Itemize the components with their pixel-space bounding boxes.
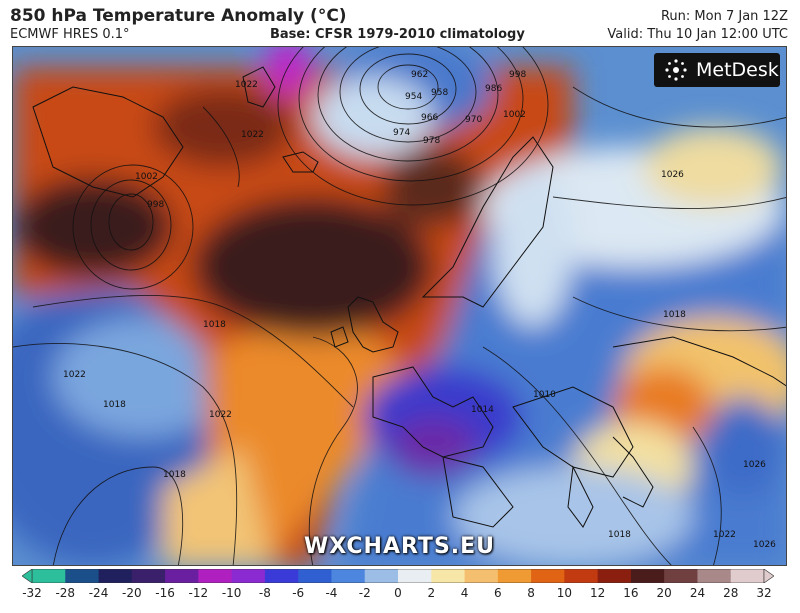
colorbar-segment bbox=[664, 569, 698, 583]
isobar-label: 1018 bbox=[203, 320, 226, 330]
isobars bbox=[13, 47, 786, 565]
colorbar-tick-label: 0 bbox=[394, 586, 402, 600]
colorbar-tick-label: -8 bbox=[258, 586, 271, 600]
colorbar-segment bbox=[497, 569, 532, 583]
valid-time-label: Valid: Thu 10 Jan 12:00 UTC bbox=[607, 27, 788, 42]
isobar-label: 954 bbox=[405, 92, 422, 102]
colorbar-segment bbox=[198, 569, 233, 583]
isobar-label: 998 bbox=[147, 200, 164, 210]
isobar-label: 1014 bbox=[471, 405, 494, 415]
colorbar-segment bbox=[531, 569, 565, 583]
run-time-label: Run: Mon 7 Jan 12Z bbox=[660, 9, 788, 24]
colorbar-segment bbox=[65, 569, 100, 583]
colorbar-segment bbox=[697, 569, 732, 583]
colorbar-segment bbox=[431, 569, 466, 583]
colorbar-segment bbox=[597, 569, 632, 583]
colorbar-segment bbox=[231, 569, 266, 583]
colorbar-segments bbox=[31, 569, 765, 583]
metdesk-logo: MetDesk bbox=[654, 53, 780, 87]
isobar-label: 1002 bbox=[503, 110, 526, 120]
colorbar-segment bbox=[364, 569, 399, 583]
map-canvas: 962 954 958 966 974 978 970 986 998 1002… bbox=[13, 47, 786, 565]
isobar-label: 1018 bbox=[163, 470, 186, 480]
isobar-label: 1022 bbox=[713, 530, 736, 540]
colorbar-segment bbox=[131, 569, 166, 583]
isobar-label: 1022 bbox=[209, 410, 232, 420]
isobar-label: 970 bbox=[465, 115, 482, 125]
isobar-label: 1026 bbox=[661, 170, 684, 180]
colorbar-segment bbox=[398, 569, 432, 583]
colorbar-tick-label: 20 bbox=[656, 586, 672, 600]
isobar-label: 978 bbox=[423, 136, 440, 146]
isobar-label: 974 bbox=[393, 128, 410, 138]
colorbar bbox=[22, 569, 774, 583]
colorbar-segment bbox=[464, 569, 499, 583]
colorbar-segment bbox=[32, 569, 66, 583]
isobar-label: 1026 bbox=[743, 460, 766, 470]
colorbar-tick-label: 6 bbox=[493, 586, 502, 600]
anomaly-map: 962 954 958 966 974 978 970 986 998 1002… bbox=[12, 46, 787, 566]
colorbar-tick-label: 28 bbox=[723, 586, 739, 600]
isobar-label: 1010 bbox=[533, 390, 556, 400]
colorbar-segment bbox=[264, 569, 299, 583]
colorbar-segment bbox=[630, 569, 665, 583]
colorbar-segment bbox=[165, 569, 199, 583]
logo-text: MetDesk bbox=[696, 59, 779, 81]
colorbar-tick-label: 4 bbox=[460, 586, 469, 600]
isobar-label: 1026 bbox=[753, 540, 776, 550]
coastlines bbox=[32, 66, 786, 528]
colorbar-tick-label: -4 bbox=[325, 586, 338, 600]
colorbar-tick-label: 12 bbox=[589, 586, 606, 600]
isobar-label: 1022 bbox=[241, 130, 264, 140]
colorbar-tick-labels: -32 -28 -24 -20 -16 -12 -10 -8 -6 -4 -2 0 2 4 6 8 10 12 16… bbox=[22, 586, 774, 604]
colorbar-tick-label: -6 bbox=[292, 586, 305, 600]
colorbar-tick-label: -10 bbox=[221, 586, 242, 600]
colorbar-tick-label: -12 bbox=[188, 586, 209, 600]
colorbar-tick-label: 24 bbox=[689, 586, 706, 600]
colorbar-max-arrow bbox=[763, 569, 774, 583]
colorbar-tick-label: 8 bbox=[527, 586, 535, 600]
base-climatology-label: Base: CFSR 1979-2010 climatology bbox=[270, 27, 525, 42]
isobar-label: 1018 bbox=[663, 310, 686, 320]
isobar-label: 962 bbox=[411, 70, 428, 80]
chart-title: 850 hPa Temperature Anomaly (°C) bbox=[10, 6, 347, 26]
isobar-label: 986 bbox=[485, 84, 502, 94]
colorbar-tick-label: -28 bbox=[55, 586, 76, 600]
isobar-label: 1022 bbox=[63, 370, 86, 380]
colorbar-segment bbox=[98, 569, 133, 583]
colorbar-tick-label: 10 bbox=[556, 586, 572, 600]
colorbar-tick-label: -2 bbox=[358, 586, 371, 600]
isobar-label: 1002 bbox=[135, 172, 158, 182]
colorbar-tick-label: -32 bbox=[22, 586, 42, 600]
isobar-label: 1022 bbox=[235, 80, 258, 90]
isobar-label: 958 bbox=[431, 88, 448, 98]
colorbar-segment bbox=[564, 569, 599, 583]
isobar-label: 998 bbox=[509, 70, 526, 80]
watermark: WXCHARTS.EU bbox=[303, 534, 496, 559]
colorbar-segment bbox=[331, 569, 366, 583]
colorbar-segment bbox=[730, 569, 765, 583]
colorbar-tick-label: -24 bbox=[88, 586, 109, 600]
colorbar-tick-label: -16 bbox=[155, 586, 175, 600]
isobar-label: 1018 bbox=[103, 400, 126, 410]
colorbar-segment bbox=[298, 569, 332, 583]
colorbar-tick-label: -20 bbox=[122, 586, 142, 600]
isobar-label: 966 bbox=[421, 113, 438, 123]
model-label: ECMWF HRES 0.1° bbox=[10, 27, 130, 42]
isobar-label: 1018 bbox=[608, 530, 631, 540]
isobar-labels: 962 954 958 966 974 978 970 986 998 1002… bbox=[63, 70, 776, 550]
colorbar-min-arrow bbox=[22, 569, 33, 583]
header-bar: 850 hPa Temperature Anomaly (°C) ECMWF H… bbox=[0, 0, 800, 44]
starburst-icon bbox=[665, 59, 687, 81]
colorbar-tick-label: 2 bbox=[427, 586, 436, 600]
colorbar-tick-label: 16 bbox=[623, 586, 639, 600]
colorbar-tick-label: 32 bbox=[756, 586, 772, 600]
